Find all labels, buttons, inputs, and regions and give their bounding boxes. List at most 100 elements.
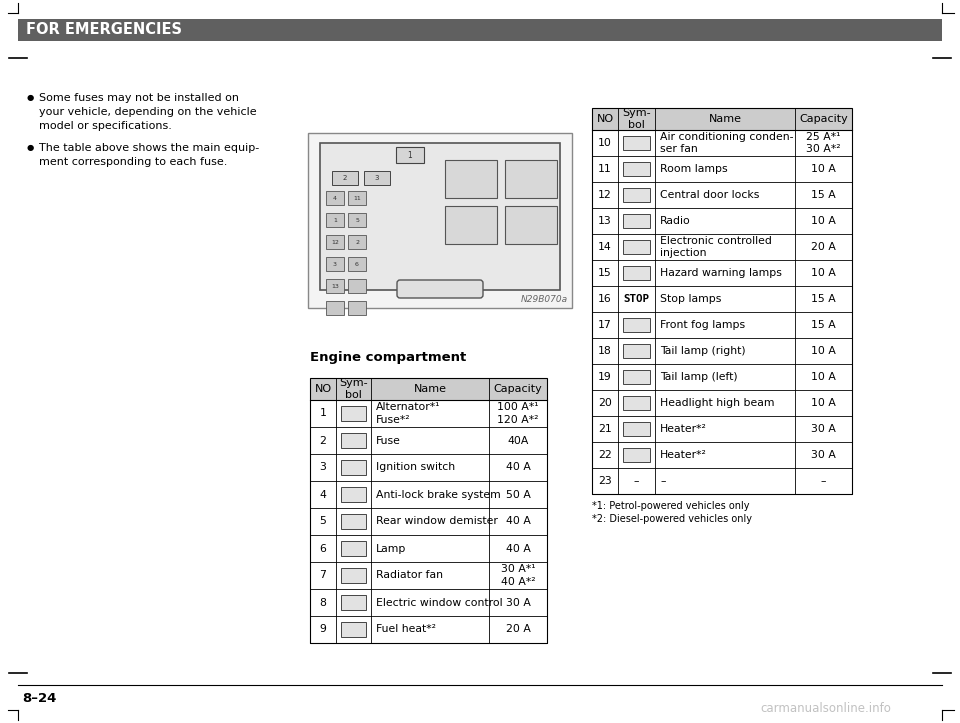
Bar: [310, 400, 547, 427]
Text: 40 A: 40 A: [506, 463, 531, 473]
Text: 3: 3: [320, 463, 326, 473]
Bar: [341, 515, 366, 529]
Text: Hazard warning lamps: Hazard warning lamps: [660, 268, 781, 278]
Bar: [396, 147, 424, 163]
Text: 6: 6: [355, 262, 359, 267]
Text: 20: 20: [598, 398, 612, 408]
Text: –: –: [634, 476, 639, 486]
FancyBboxPatch shape: [397, 280, 483, 298]
Bar: [623, 240, 650, 254]
Bar: [310, 562, 547, 589]
Bar: [445, 160, 497, 198]
Text: 30 A*¹
40 A*²: 30 A*¹ 40 A*²: [501, 564, 536, 586]
Bar: [310, 508, 547, 535]
Text: 30 A: 30 A: [506, 597, 531, 607]
Text: 1: 1: [408, 150, 413, 160]
Bar: [592, 468, 852, 494]
Text: Fuse: Fuse: [376, 435, 401, 445]
Bar: [341, 461, 366, 474]
Bar: [592, 390, 852, 416]
Text: 40A: 40A: [507, 435, 529, 445]
Bar: [592, 182, 852, 208]
Text: 20 A: 20 A: [506, 625, 531, 635]
Bar: [592, 338, 852, 364]
Text: 2: 2: [320, 435, 326, 445]
Text: 10 A: 10 A: [811, 268, 836, 278]
Bar: [341, 596, 366, 609]
Bar: [623, 266, 650, 280]
Bar: [592, 108, 852, 494]
Text: Stop lamps: Stop lamps: [660, 294, 721, 304]
Text: 15: 15: [598, 268, 612, 278]
Text: Electric window control: Electric window control: [376, 597, 503, 607]
Bar: [623, 344, 650, 358]
Text: 7: 7: [320, 570, 326, 581]
Text: Alternator*¹
Fuse*²: Alternator*¹ Fuse*²: [376, 402, 441, 424]
Text: FOR EMERGENCIES: FOR EMERGENCIES: [26, 22, 182, 38]
Text: 30 A: 30 A: [811, 424, 836, 434]
Bar: [348, 213, 366, 227]
Text: carmanualsonline.info: carmanualsonline.info: [760, 702, 891, 715]
Text: Heater*²: Heater*²: [660, 424, 707, 434]
Text: Engine compartment: Engine compartment: [310, 351, 467, 364]
Bar: [592, 234, 852, 260]
Bar: [592, 208, 852, 234]
Text: Room lamps: Room lamps: [660, 164, 728, 174]
Text: 25 A*¹
30 A*²: 25 A*¹ 30 A*²: [806, 132, 841, 154]
Bar: [326, 257, 344, 271]
Bar: [623, 396, 650, 410]
Text: 15 A: 15 A: [811, 294, 836, 304]
Bar: [341, 542, 366, 555]
Text: 2: 2: [355, 239, 359, 244]
Text: NO: NO: [315, 384, 331, 394]
Text: Central door locks: Central door locks: [660, 190, 759, 200]
Text: 100 A*¹
120 A*²: 100 A*¹ 120 A*²: [497, 402, 539, 424]
Text: 1: 1: [333, 218, 337, 223]
Bar: [310, 616, 547, 643]
Bar: [326, 301, 344, 315]
Text: *1: Petrol-powered vehicles only: *1: Petrol-powered vehicles only: [592, 501, 750, 511]
Bar: [592, 108, 852, 130]
Text: Electronic controlled
injection: Electronic controlled injection: [660, 236, 772, 258]
Text: ●: ●: [27, 93, 35, 102]
Text: 10 A: 10 A: [811, 216, 836, 226]
Bar: [348, 257, 366, 271]
Text: 14: 14: [598, 242, 612, 252]
Text: Tail lamp (left): Tail lamp (left): [660, 372, 737, 382]
Text: 19: 19: [598, 372, 612, 382]
Text: 3: 3: [374, 175, 379, 181]
Text: Ignition switch: Ignition switch: [376, 463, 455, 473]
Text: The table above shows the main equip-
ment corresponding to each fuse.: The table above shows the main equip- me…: [39, 143, 259, 167]
Text: Air conditioning conden-
ser fan: Air conditioning conden- ser fan: [660, 132, 794, 154]
Text: 23: 23: [598, 476, 612, 486]
Bar: [505, 206, 557, 244]
Bar: [348, 301, 366, 315]
Bar: [341, 487, 366, 502]
Bar: [623, 162, 650, 176]
Bar: [18, 19, 942, 41]
Bar: [623, 188, 650, 202]
Bar: [332, 171, 358, 185]
Text: 10 A: 10 A: [811, 346, 836, 356]
Bar: [326, 191, 344, 205]
Text: Tail lamp (right): Tail lamp (right): [660, 346, 746, 356]
Text: 10 A: 10 A: [811, 372, 836, 382]
Text: 13: 13: [598, 216, 612, 226]
Bar: [592, 312, 852, 338]
Text: 21: 21: [598, 424, 612, 434]
Bar: [310, 535, 547, 562]
Text: 1: 1: [320, 408, 326, 419]
Text: 5: 5: [355, 218, 359, 223]
Text: Lamp: Lamp: [376, 544, 406, 554]
Text: Fuel heat*²: Fuel heat*²: [376, 625, 436, 635]
Text: 11: 11: [598, 164, 612, 174]
Bar: [592, 260, 852, 286]
Text: –: –: [660, 476, 665, 486]
Bar: [348, 235, 366, 249]
Bar: [592, 364, 852, 390]
Bar: [341, 406, 366, 421]
Bar: [623, 214, 650, 228]
Text: 18: 18: [598, 346, 612, 356]
Bar: [623, 136, 650, 150]
Bar: [326, 213, 344, 227]
